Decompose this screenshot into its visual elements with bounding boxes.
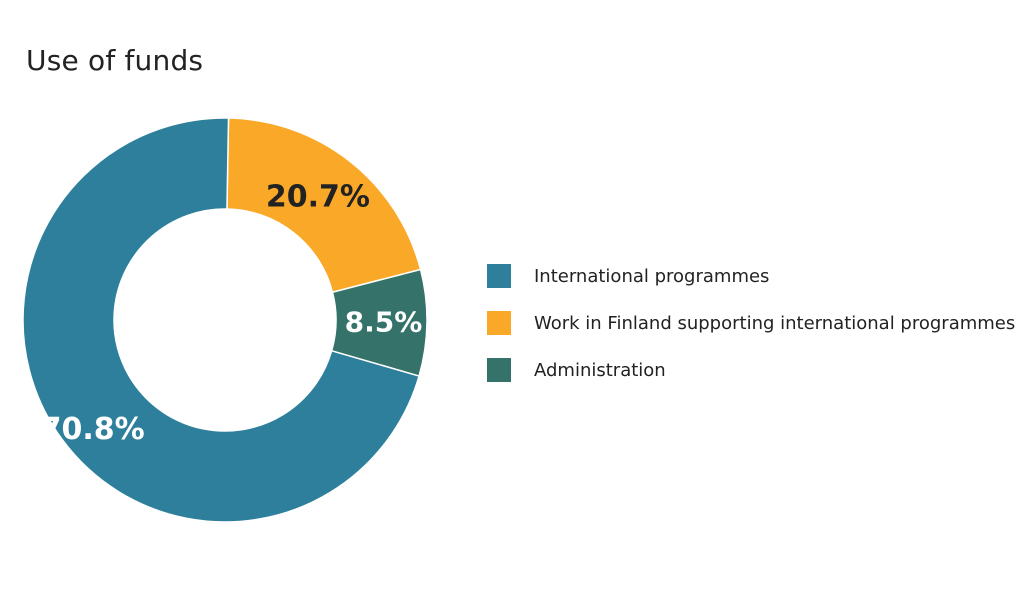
legend-swatch [487,358,511,382]
legend-swatch [487,311,511,335]
donut-slice [226,117,422,294]
chart-title: Use of funds [26,44,204,77]
legend-label: Administration [534,359,666,381]
donut-chart: 20.7% 8.5% 70.8% [22,117,428,523]
legend-item-international-programmes: International programmes [487,264,1015,288]
legend-item-work-in-finland: Work in Finland supporting international… [487,311,1015,335]
legend-label: Work in Finland supporting international… [534,312,1016,334]
slice-percentage-label: 8.5% [345,306,423,339]
slice-percentage-label: 70.8% [41,412,145,447]
chart-legend: International programmes Work in Finland… [487,264,1015,405]
donut-slice [22,117,420,523]
legend-swatch [487,264,511,288]
slice-percentage-label: 20.7% [266,180,370,215]
legend-label: International programmes [534,265,770,287]
legend-item-administration: Administration [487,358,1015,382]
